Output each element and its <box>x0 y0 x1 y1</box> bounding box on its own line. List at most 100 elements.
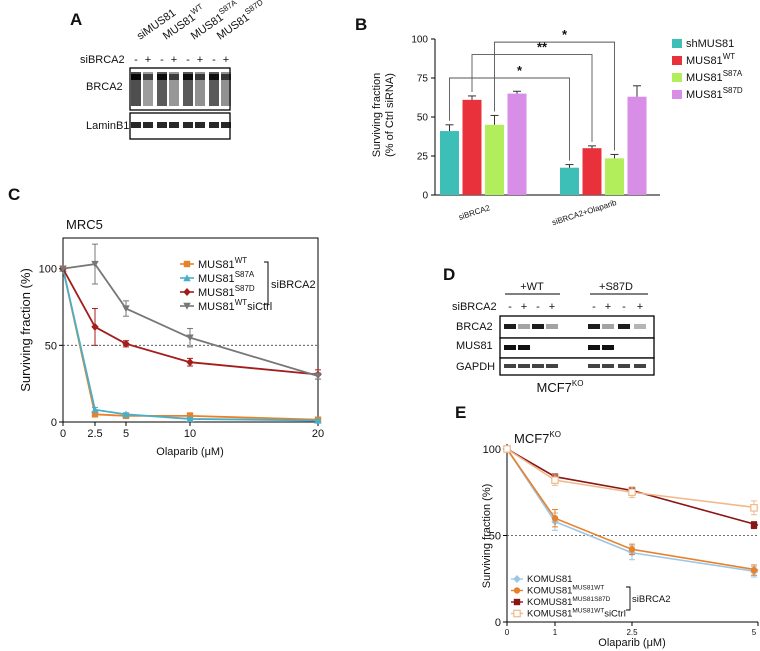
band-gapdh-d-3 <box>546 364 558 368</box>
legend-swatch-b-3 <box>672 90 682 99</box>
band-laminb1-a-4 <box>183 122 193 128</box>
legend-marker-c-2 <box>183 288 191 296</box>
sign-d-0: - <box>508 301 512 313</box>
sign-row-a: - + - + - + - + <box>134 54 229 66</box>
panel-label-c: C <box>8 185 20 204</box>
legend-text-b-0: shMUS81 <box>686 38 734 50</box>
bar-b-0-2 <box>485 124 504 195</box>
sign-a-7: + <box>223 54 229 66</box>
point-c-1-3 <box>186 415 194 423</box>
x-tick-label-e-0: 0 <box>505 628 510 637</box>
sign-row-d: - + - + - + - + <box>508 301 643 313</box>
point-e-3-0 <box>503 445 511 453</box>
point-e-3-3 <box>750 504 758 512</box>
band-brca2-top-a-5 <box>195 74 205 80</box>
sign-a-4: - <box>186 54 190 66</box>
sign-d-1: + <box>521 301 527 313</box>
x-tick-label-c-3: 10 <box>184 428 196 440</box>
band-brca2-top-a-4 <box>183 74 193 80</box>
sign-d-5: + <box>605 301 611 313</box>
y-tick-label-c-2: 100 <box>39 264 57 276</box>
band-brca2-d-2 <box>532 324 544 329</box>
legend-marker-c-1 <box>183 274 191 282</box>
sig-bracket-b-0 <box>449 77 570 161</box>
legend-swatch-b-1 <box>672 56 682 65</box>
band-gapdh-d-0 <box>504 364 516 368</box>
point-e-1-2 <box>628 546 636 553</box>
band-laminb1-a-0 <box>131 122 141 128</box>
band-brca2-d-3 <box>546 324 558 329</box>
legend-b: shMUS81 MUS81WT MUS81S87A MUS81S87D <box>672 38 743 101</box>
point-c-2-3 <box>186 358 194 367</box>
bar-b-1-2 <box>605 158 624 195</box>
band-brca2-top-a-2 <box>157 74 167 80</box>
sign-a-2: - <box>160 54 164 66</box>
band-gapdh-d-6 <box>618 364 630 368</box>
title-c: MRC5 <box>66 217 103 232</box>
legend-text-c-1: MUS81S87A <box>198 270 255 285</box>
band-gapdh-d-4 <box>588 364 600 368</box>
legend-text-e-1: KOMUS81MUS81WT <box>527 585 604 597</box>
legend-marker-c-0 <box>183 260 191 268</box>
x-tick-label-e-3: 5 <box>752 628 757 637</box>
sign-a-3: + <box>171 54 177 66</box>
line-e-2 <box>506 448 759 526</box>
legend-marker-e-1 <box>513 587 521 594</box>
y-tick-label-b-4: 100 <box>411 35 428 46</box>
band-mus81-d-1 <box>518 345 530 350</box>
legend-text-e-2: KOMUS81MUS81S87D <box>527 596 611 608</box>
band-brca2-d-5 <box>602 324 614 329</box>
blot-label-gapdh-d: GAPDH <box>456 361 495 373</box>
sign-d-4: - <box>592 301 596 313</box>
ylabel-c: Surviving fraction (%) <box>18 268 33 392</box>
point-e-3-1 <box>551 476 559 484</box>
band-brca2-top-a-3 <box>169 74 179 80</box>
x-tick-label-c-0: 0 <box>60 428 66 440</box>
point-c-1-1 <box>91 406 99 413</box>
x-tick-label-e-1: 1 <box>553 628 558 637</box>
panel-label-a: A <box>70 10 82 29</box>
band-laminb1-a-7 <box>221 122 231 128</box>
band-brca2-top-a-6 <box>209 74 219 80</box>
x-tick-label-c-2: 5 <box>123 428 129 440</box>
sign-a-1: + <box>145 54 151 66</box>
panel-label-d: D <box>443 265 455 284</box>
point-e-2-3 <box>750 521 758 529</box>
point-c-2-1 <box>91 322 99 331</box>
band-brca2-a-1 <box>143 72 153 106</box>
legend-marker-e-0 <box>513 575 521 583</box>
legend-swatch-b-2 <box>672 73 682 82</box>
treatment-label-a: siBRCA2 <box>80 54 125 66</box>
point-c-3-3 <box>186 334 194 342</box>
point-c-3-0 <box>59 265 67 273</box>
band-brca2-a-7 <box>221 72 231 106</box>
point-c-1-4 <box>314 416 322 424</box>
sign-a-5: + <box>197 54 203 66</box>
band-brca2-a-3 <box>169 72 179 106</box>
point-c-1-2 <box>122 410 130 418</box>
sig-label-b-1: ** <box>537 40 548 55</box>
series-c <box>59 243 322 424</box>
y-tick-label-e-1: 50 <box>489 531 501 543</box>
axes-c: 0 50 100 0 2.5 5 10 20 <box>39 237 324 440</box>
significance-b: **** <box>449 27 615 161</box>
band-brca2-a-6 <box>209 72 219 106</box>
sign-d-6: - <box>622 301 626 313</box>
panel-d: D +WT +S87D siBRCA2 - + - + - + - + BRCA2 MUS81… <box>443 265 655 395</box>
caption-d: MCF7KO <box>537 379 584 395</box>
panel-b: B Surviving fraction(% of Ctrl siRNA) 0 2… <box>355 15 743 227</box>
ylabel-e: Surviving fraction (%) <box>481 484 493 589</box>
sign-a-0: - <box>134 54 138 66</box>
legend-text-c-0: MUS81WT <box>198 256 247 271</box>
band-laminb1-a-6 <box>209 122 219 128</box>
legend-text-b-1: MUS81WT <box>686 52 735 67</box>
y-tick-label-b-2: 50 <box>417 113 429 124</box>
legend-swatch-b-0 <box>672 39 682 48</box>
blot-frame-gapdh-d <box>499 357 655 376</box>
band-brca2-top-a-7 <box>221 74 231 80</box>
panel-c: C MRC5 Surviving fraction (%) Olaparib (… <box>8 185 324 458</box>
bar-b-0-0 <box>440 131 459 195</box>
band-laminb1-a-2 <box>157 122 167 128</box>
category-label-b-1: siBRCA2+Olaparib <box>551 198 618 228</box>
